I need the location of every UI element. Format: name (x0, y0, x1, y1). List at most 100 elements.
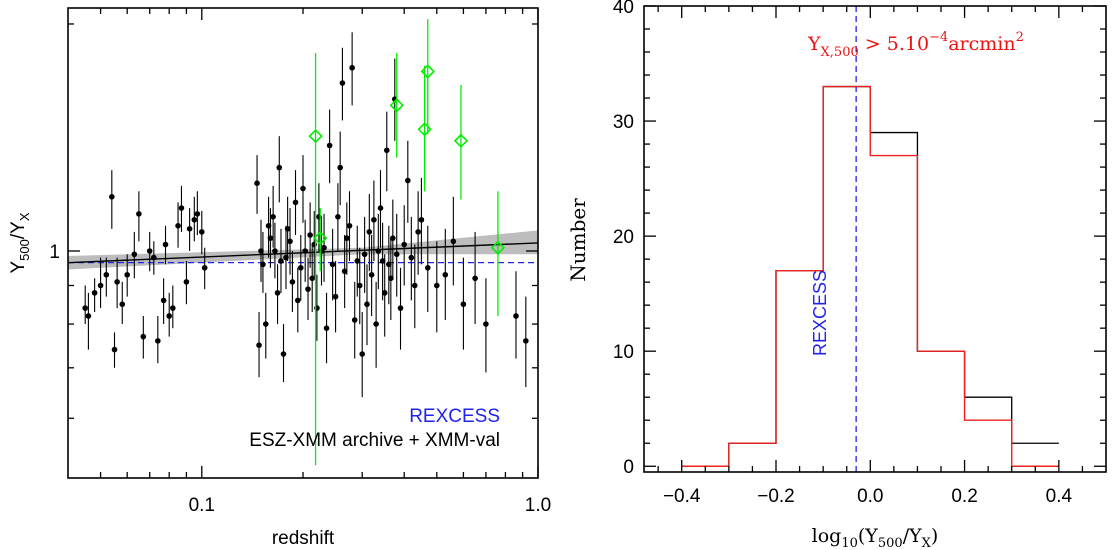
right-plot-frame (643, 5, 1107, 473)
archive-data-point (397, 305, 404, 311)
archive-data-point (136, 211, 142, 217)
archive-data-point (260, 261, 266, 268)
archive-data-point (523, 338, 529, 344)
archive-data-point (194, 211, 201, 217)
archive-data-point (411, 282, 418, 289)
xlabel-sub-10: 10 (841, 536, 858, 550)
archive-data-point (124, 271, 131, 278)
best-fit-line (67, 242, 539, 264)
archive-data-point (405, 177, 411, 184)
right-y-axis-label: Number (566, 198, 590, 282)
archive-data-point (309, 275, 315, 282)
archive-data-point (373, 321, 379, 327)
archive-data-point (85, 313, 92, 319)
rexcess-annotation: REXCESS (810, 270, 830, 356)
archive-data-point (381, 290, 388, 296)
archive-data-point (183, 279, 190, 285)
validation-data-point (313, 231, 328, 246)
archive-data-point (415, 229, 421, 235)
left-legend-rexcess: REXCESS (409, 406, 500, 427)
archive-data-point (302, 248, 308, 254)
hist-x-tick-label: 0.4 (1046, 486, 1073, 507)
archive-data-point (294, 297, 301, 304)
xlabel-log: log (812, 525, 842, 547)
archive-data-point (341, 268, 348, 275)
archive-data-point (287, 238, 293, 245)
archive-data-point (292, 199, 299, 206)
archive-data-point (254, 180, 260, 186)
archive-data-point (166, 313, 173, 319)
archive-data-point (97, 282, 104, 289)
archive-data-point (160, 297, 167, 304)
archive-data-point (337, 164, 343, 171)
archive-data-point (162, 241, 169, 248)
left-legend-archive: ESZ-XMM archive + XMM-val (249, 430, 500, 451)
archive-data-point (366, 229, 373, 235)
data-points-layer (82, 19, 529, 466)
hist-x-tick-label: −0.4 (663, 486, 701, 507)
archive-data-point (140, 333, 147, 340)
archive-data-point (383, 147, 390, 154)
histogram-layer (681, 85, 1059, 467)
x-tick-label: 1.0 (525, 495, 551, 516)
archive-data-point (272, 248, 278, 254)
archive-data-point (472, 275, 478, 282)
archive-data-point (346, 222, 353, 229)
archive-data-point (119, 301, 126, 308)
archive-data-point (114, 279, 120, 285)
archive-data-point (109, 193, 115, 200)
ylabel-slash-y: /Y (8, 221, 29, 239)
archive-data-point (103, 271, 110, 278)
validation-data-point (453, 133, 469, 148)
hist-x-tick-label: 0.2 (951, 486, 977, 507)
archive-data-point (155, 338, 161, 344)
archive-data-point (460, 301, 467, 308)
archive-data-point (442, 271, 449, 278)
archive-data-point (329, 261, 336, 268)
archive-data-point (289, 279, 296, 285)
archive-data-point (361, 251, 368, 258)
xlabel-slash-y: /Y (903, 525, 922, 547)
left-y-axis-label: Y500/YX (8, 212, 32, 273)
archive-data-point (483, 321, 489, 327)
archive-data-point (316, 214, 322, 220)
xlabel-close: ) (931, 525, 938, 547)
archive-data-point (386, 261, 392, 268)
archive-data-point (170, 305, 176, 311)
y-tick-label: 1 (49, 242, 60, 263)
right-axis-ticks: −0.4 −0.2 0.0 0.2 0.4 0 10 20 30 40 (613, 0, 1106, 507)
hist-y-tick-label: 0 (623, 457, 634, 478)
threshold-y: Y (807, 33, 821, 55)
archive-data-point (326, 142, 333, 149)
archive-data-point (390, 235, 396, 241)
archive-data-point (131, 251, 138, 258)
archive-data-point (375, 248, 382, 254)
archive-data-point (377, 205, 384, 211)
archive-data-point (359, 351, 366, 357)
archive-data-point (364, 301, 370, 308)
ylabel-sub-x: X (17, 212, 32, 221)
histogram-red-series (681, 85, 1059, 467)
ylabel-y: Y (8, 261, 29, 274)
archive-data-point (82, 305, 88, 311)
archive-data-point (433, 282, 440, 289)
archive-data-point (278, 258, 284, 264)
archive-data-point (339, 80, 346, 86)
threshold-annotation: YX,500 > 5.10−4arcmin2 (807, 30, 1024, 60)
archive-data-point (191, 216, 198, 223)
archive-data-point (323, 325, 330, 331)
threshold-unit-exp: 2 (1016, 30, 1024, 45)
archive-data-point (201, 264, 208, 271)
archive-data-point (344, 235, 350, 241)
archive-data-point (270, 214, 276, 220)
archive-data-point (408, 254, 415, 261)
archive-data-point (379, 258, 386, 264)
archive-data-point (267, 235, 274, 241)
archive-data-point (368, 271, 375, 278)
archive-data-point (276, 164, 283, 171)
archive-data-point (401, 241, 408, 248)
left-x-axis-label: redshift (272, 528, 335, 549)
archive-data-point (274, 290, 281, 296)
archive-data-point (305, 286, 311, 292)
